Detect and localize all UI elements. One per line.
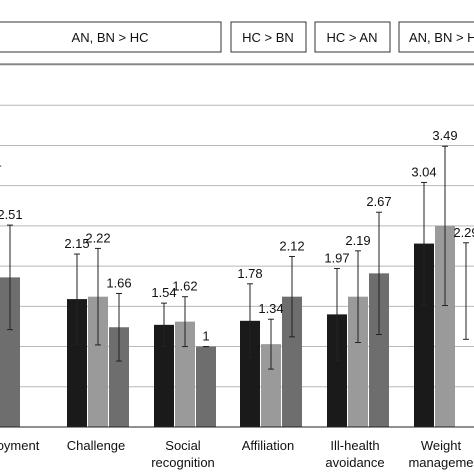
value-label: 1.54 [151, 285, 176, 300]
bar [261, 344, 281, 427]
bar [109, 327, 129, 427]
bar [154, 324, 174, 427]
comparison-box-2 [230, 21, 307, 53]
value-labels: 3.14 2.51 2.152.22 1.66 1.541.62 1 1.78 1.34 2.1… [0, 128, 474, 343]
bars [0, 225, 455, 427]
value-label: 1.34 [258, 301, 283, 316]
bar [369, 273, 389, 427]
category-label-illhealth-line1: Ill-health [330, 438, 379, 453]
category-label-enjoyment: oyment [0, 438, 40, 453]
category-label-weight-line1: Weight [421, 438, 462, 453]
value-label: 2.19 [345, 233, 370, 248]
category-label-social-line1: Social [165, 438, 201, 453]
comparison-box-4 [398, 21, 474, 53]
bar [196, 346, 216, 427]
bar [282, 296, 302, 427]
value-label: 2.67 [366, 194, 391, 209]
value-label: 1.62 [172, 279, 197, 294]
comparison-label-2: HC > BN [242, 30, 294, 45]
error-bars [7, 145, 469, 370]
value-label: 2.12 [279, 238, 304, 253]
value-label: 1.78 [237, 266, 262, 281]
bar [67, 299, 87, 427]
value-label: 3.49 [432, 128, 457, 143]
comparison-label-3: HC > AN [327, 30, 378, 45]
bar [435, 225, 455, 427]
value-label: 2.29 [453, 225, 474, 240]
category-label-challenge: Challenge [67, 438, 126, 453]
comparison-label-1: AN, BN > HC [72, 30, 149, 45]
comparison-box-1 [0, 21, 222, 53]
category-labels: oyment Challenge Social recognition Affi… [0, 438, 474, 470]
bar [175, 321, 195, 427]
value-label: 1.97 [324, 251, 349, 266]
value-label: 2.15 [64, 236, 89, 251]
category-label-social-line2: recognition [151, 455, 215, 470]
value-label: 1.66 [106, 275, 131, 290]
comparison-boxes: AN, BN > HC HC > BN HC > AN AN, BN > HC [0, 21, 474, 53]
bar [414, 243, 434, 427]
category-label-affiliation: Affiliation [242, 438, 295, 453]
value-label: 1 [202, 329, 209, 344]
value-label: 2.51 [0, 207, 23, 222]
value-label: 2.22 [85, 230, 110, 245]
value-label: 3.04 [411, 164, 436, 179]
category-label-weight-line2: manageme [408, 455, 473, 470]
bar [240, 320, 260, 427]
bar [88, 296, 108, 427]
value-label: 3.14 [0, 156, 2, 171]
bar [348, 296, 368, 427]
comparison-box-3 [314, 21, 391, 53]
category-label-illhealth-line2: avoidance [325, 455, 384, 470]
comparison-label-4: AN, BN > HC [409, 30, 474, 45]
bar [0, 277, 20, 427]
bar [327, 314, 347, 427]
